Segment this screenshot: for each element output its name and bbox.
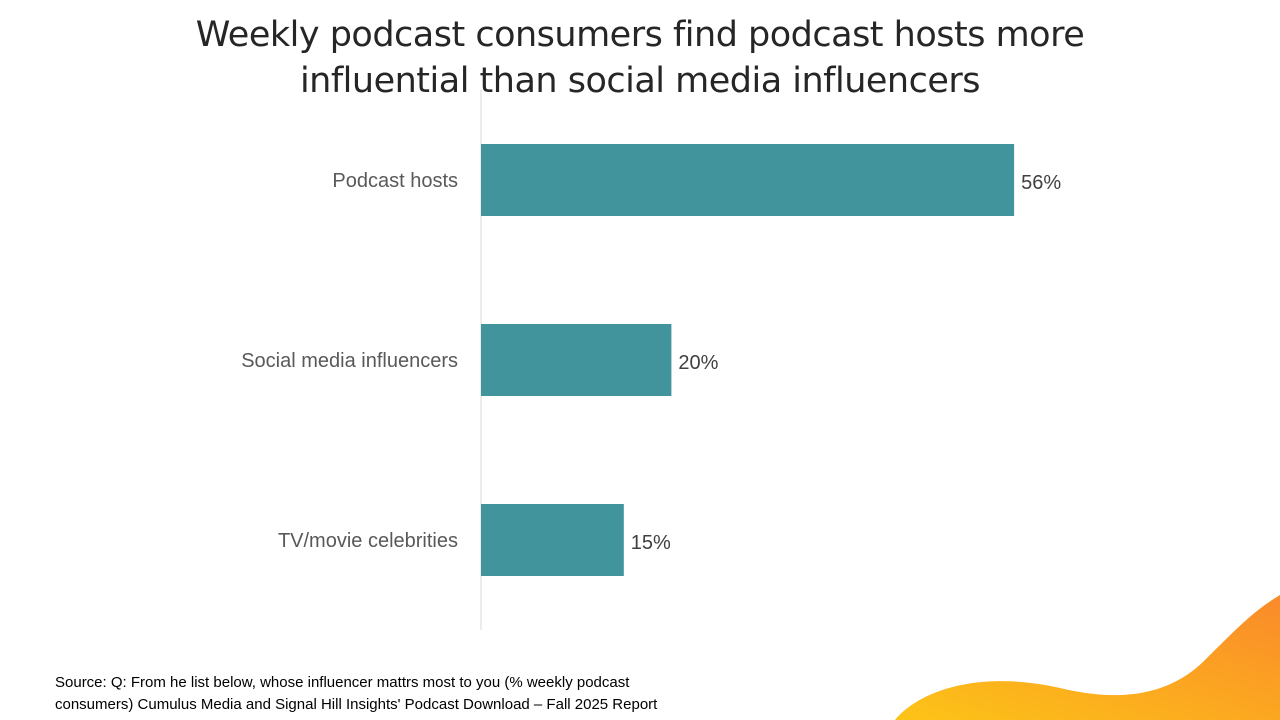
chart-title-line-1: Weekly podcast consumers find podcast ho… [195, 15, 1085, 55]
chart-title-line-2: influential than social media influencer… [299, 61, 981, 101]
bar-podcast-hosts [481, 144, 1015, 216]
chart-title: Weekly podcast consumers find podcast ho… [40, 12, 1240, 104]
data-label: 15% [631, 532, 671, 554]
category-label: Social media influencers [241, 350, 458, 372]
source-note-line-2: consumers) Cumulus Media and Signal Hill… [55, 696, 658, 713]
category-label: TV/movie celebrities [278, 530, 458, 552]
bar-social-media-influencers [481, 324, 672, 396]
source-note: Source: Q: From he list below, whose inf… [55, 672, 775, 716]
category-label: Podcast hosts [332, 170, 458, 192]
bar-tv-movie-celebrities [481, 504, 624, 576]
data-label: 20% [678, 352, 718, 374]
data-label: 56% [1021, 172, 1061, 194]
source-note-line-1: Source: Q: From he list below, whose inf… [55, 674, 630, 691]
